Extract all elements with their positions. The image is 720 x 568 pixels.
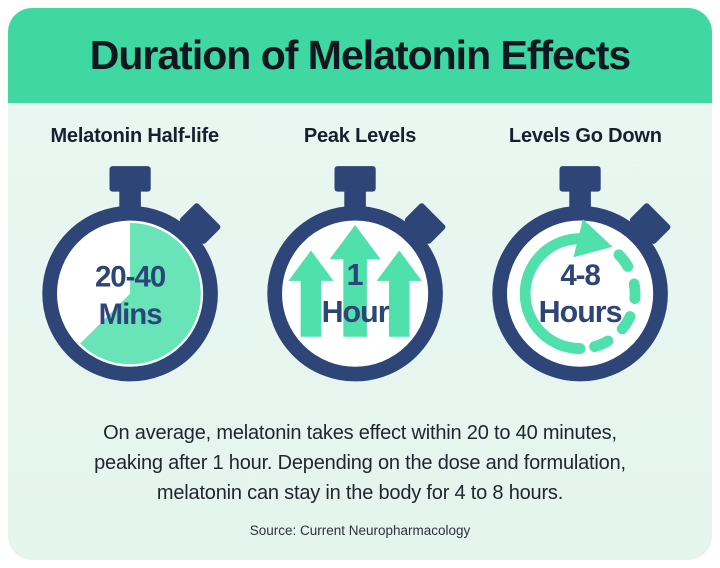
stopwatch-cycle-icon: 4-8 Hours: [492, 166, 671, 382]
page-title: Duration of Melatonin Effects: [89, 32, 631, 78]
description-line: On average, melatonin takes effect withi…: [103, 422, 617, 444]
description-line: peaking after 1 hour. Depending on the d…: [94, 452, 626, 474]
cycle-arrow-icon: [520, 219, 641, 354]
infographic-card: Duration of Melatonin Effects Melatonin …: [8, 8, 712, 560]
column-label: Levels Go Down: [508, 125, 662, 147]
source-text: Source: Current Neuropharmacology: [249, 523, 471, 538]
column-half-life: Melatonin Half-life 20-40 Mins: [22, 125, 247, 392]
value-text-primary: 20-40: [95, 261, 166, 294]
stopwatch-pie-icon: 20-40 Mins: [41, 166, 221, 382]
header-band: Duration of Melatonin Effects: [8, 8, 712, 103]
description-line: melatonin can stay in the body for 4 to …: [156, 482, 564, 504]
value-text-secondary: Mins: [98, 298, 162, 331]
pie-slice: [79, 222, 201, 365]
description-paragraph: On average, melatonin takes effect withi…: [8, 418, 712, 508]
value-text-secondary: Hours: [539, 295, 622, 329]
stat-columns: Melatonin Half-life 20-40 Mins: [8, 103, 712, 392]
stopwatch-arrows-up-icon: 1 Hour: [267, 166, 446, 382]
column-levels-go-down: Levels Go Down: [473, 125, 698, 392]
value-text-secondary: Hour: [322, 295, 390, 329]
value-text-primary: 4-8: [561, 259, 601, 292]
column-label: Melatonin Half-life: [50, 125, 219, 147]
up-arrows-icon: [288, 224, 422, 337]
column-label: Peak Levels: [303, 125, 417, 147]
column-peak-levels: Peak Levels: [247, 125, 472, 392]
value-text-primary: 1: [347, 258, 364, 292]
